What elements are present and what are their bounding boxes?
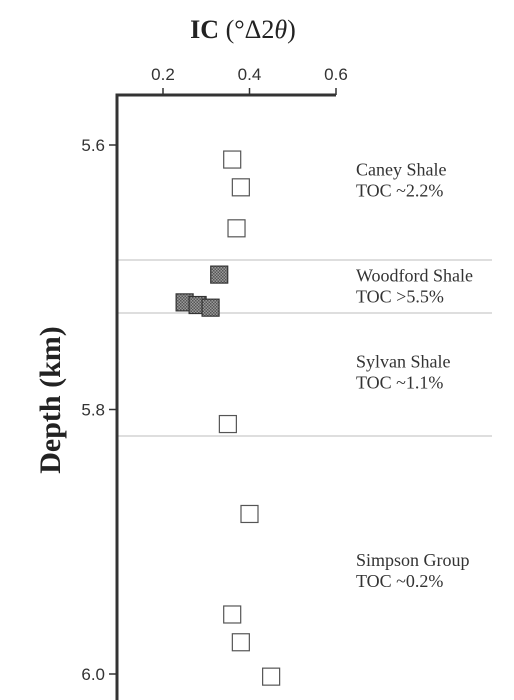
formation-name: Woodford Shale: [356, 266, 473, 286]
axes: [115, 93, 336, 700]
open-square-point: [231, 633, 250, 652]
axis-ticks: 0.2 0.4 0.6 5.6 5.8 6.0: [81, 65, 347, 684]
y-tick-label: 6.0: [81, 665, 105, 684]
data-points: [175, 150, 281, 686]
x-axis-title-main: IC: [190, 15, 219, 44]
x-axis-title-unit-close: ): [287, 15, 296, 44]
formation-name: Simpson Group: [356, 550, 470, 570]
filled-square-point: [201, 298, 220, 317]
filled-square-point: [210, 265, 229, 284]
formation-toc: TOC ~0.2%: [356, 571, 443, 591]
y-tick-label: 5.8: [81, 401, 105, 420]
open-square-point: [240, 504, 259, 524]
x-axis-title-unit: (°Δ2: [219, 15, 274, 44]
formation-toc: TOC ~2.2%: [356, 181, 443, 201]
formation-toc: TOC >5.5%: [356, 287, 444, 307]
x-tick-label: 0.6: [324, 65, 348, 84]
y-tick-label: 5.6: [81, 136, 105, 155]
open-square-point: [223, 605, 242, 624]
open-square-point: [223, 150, 242, 169]
open-square-point: [262, 667, 281, 686]
open-square-point: [231, 178, 250, 197]
x-axis-title-theta: θ: [274, 15, 287, 44]
formation-toc: TOC ~1.1%: [356, 372, 443, 392]
open-square-point: [218, 414, 237, 434]
x-tick-label: 0.2: [151, 65, 175, 84]
y-axis-title: Depth (km): [34, 326, 67, 474]
open-square-point: [227, 219, 246, 238]
x-axis-title: IC (°Δ2θ): [190, 15, 296, 44]
formation-name: Caney Shale: [356, 160, 446, 180]
x-tick-label: 0.4: [238, 65, 262, 84]
formation-name: Sylvan Shale: [356, 351, 451, 371]
formation-boundaries: [117, 259, 492, 437]
